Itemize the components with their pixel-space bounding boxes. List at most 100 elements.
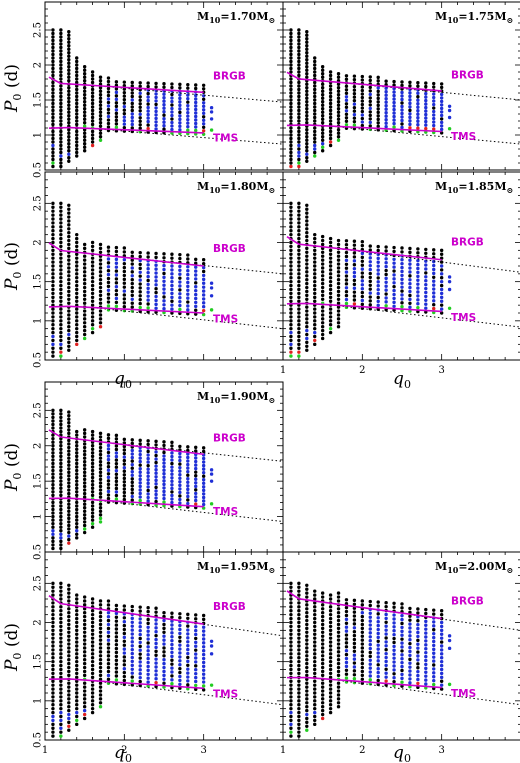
data-point [297, 94, 301, 99]
data-point [297, 624, 301, 629]
data-point [51, 539, 55, 544]
data-point [75, 504, 79, 508]
data-point [90, 468, 95, 473]
data-point [122, 277, 127, 282]
data-point [75, 722, 79, 727]
data-point [313, 718, 317, 723]
data-point [154, 606, 158, 610]
data-point [178, 639, 182, 643]
data-point [336, 270, 341, 274]
data-point [336, 114, 341, 118]
data-point [289, 605, 293, 609]
data-point [384, 632, 388, 636]
data-point [130, 105, 134, 109]
data-point [130, 274, 134, 278]
data-point [384, 118, 388, 122]
data-point [424, 286, 428, 291]
data-point [432, 120, 436, 124]
data-point [408, 673, 412, 677]
data-point [368, 678, 372, 682]
x-axis-title: q0 [393, 369, 411, 391]
data-point [51, 31, 55, 36]
data-point [178, 497, 182, 502]
data-point [138, 636, 142, 641]
data-point [170, 476, 174, 480]
data-point [384, 264, 388, 269]
data-point [98, 677, 103, 681]
data-point [98, 689, 103, 693]
data-point [305, 258, 309, 262]
data-point [392, 652, 396, 656]
data-point [67, 207, 71, 211]
data-point [90, 330, 95, 335]
data-point [320, 293, 325, 298]
data-point [67, 646, 71, 650]
data-point [82, 317, 87, 321]
tms-line [48, 497, 204, 508]
data-point [201, 495, 206, 500]
data-point [201, 104, 206, 109]
data-point [67, 340, 71, 345]
data-point [360, 275, 365, 279]
data-point [170, 303, 174, 307]
data-point [98, 289, 103, 294]
data-point [82, 138, 87, 142]
data-point [51, 472, 55, 476]
data-point [313, 56, 317, 60]
data-point [154, 251, 158, 256]
data-point [328, 115, 333, 120]
data-point [320, 110, 325, 114]
data-point [178, 469, 182, 473]
data-point [336, 289, 341, 294]
data-point [98, 618, 103, 623]
data-point [360, 99, 365, 103]
tms-label: TMS [451, 688, 476, 700]
data-point [67, 107, 71, 111]
data-point [344, 664, 349, 669]
data-point [75, 119, 79, 123]
data-point [408, 626, 412, 630]
data-point [201, 108, 206, 112]
data-point [170, 682, 174, 686]
data-point [82, 481, 87, 485]
data-point [297, 84, 301, 88]
data-point [201, 308, 206, 313]
data-point [59, 620, 63, 625]
data-point [51, 507, 55, 512]
data-point [59, 447, 63, 451]
data-point [336, 669, 341, 674]
data-point [51, 683, 55, 687]
data-point [313, 63, 317, 67]
data-point [297, 217, 301, 221]
data-point [82, 689, 87, 693]
data-point [352, 116, 357, 120]
data-point [328, 73, 333, 78]
data-point [162, 120, 166, 124]
data-point [400, 122, 404, 126]
data-point [320, 100, 325, 104]
data-point [297, 605, 301, 609]
data-point [67, 281, 71, 286]
data-point [114, 465, 119, 469]
data-point [432, 612, 436, 616]
data-point [138, 109, 142, 113]
data-point [114, 635, 119, 639]
data-point [392, 679, 396, 684]
data-point [328, 612, 333, 617]
data-point [106, 443, 111, 448]
data-point [162, 479, 166, 483]
data-point [67, 634, 71, 638]
data-point [368, 78, 372, 83]
data-point [82, 622, 87, 627]
data-point [82, 93, 87, 97]
data-point [320, 149, 325, 153]
data-point [75, 323, 79, 327]
data-point [162, 489, 166, 494]
data-point [75, 525, 79, 529]
data-point [90, 98, 95, 102]
data-point [122, 125, 127, 130]
data-point [170, 638, 174, 643]
data-point [106, 457, 111, 462]
data-point [376, 643, 380, 647]
